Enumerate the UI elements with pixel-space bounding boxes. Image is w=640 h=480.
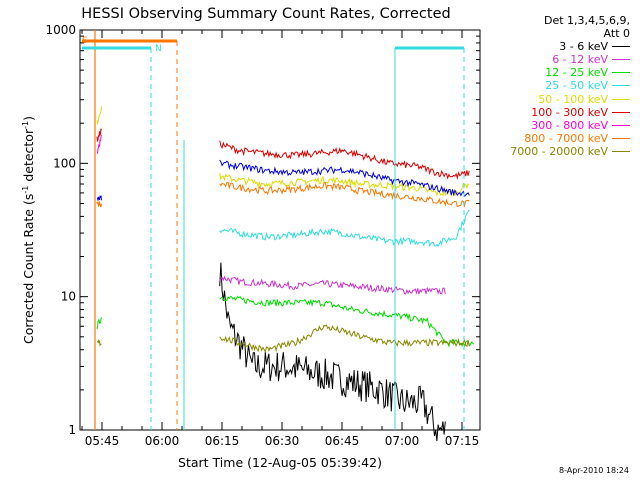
legend-header-2: Att 0 (603, 27, 630, 41)
y-tick-label: 1 (68, 423, 76, 437)
series-line-4 (219, 172, 470, 198)
series-line-8 (219, 324, 470, 353)
legend-swatch (612, 85, 630, 87)
series-line-5 (96, 128, 102, 142)
timestamp: 8-Apr-2010 18:24 (559, 466, 629, 475)
y-axis-label-sup2: -1 (21, 121, 30, 129)
series-line-8 (97, 338, 102, 347)
legend-item-label: 100 - 300 keV (531, 105, 608, 119)
legend-swatch (612, 111, 630, 113)
chart-title: HESSI Observing Summary Count Rates, Cor… (81, 6, 450, 22)
legend-item-label: 6 - 12 keV (552, 53, 608, 67)
x-tick-label: 07:00 (385, 434, 420, 448)
series-line-0 (219, 262, 446, 442)
series-layer (96, 106, 475, 442)
legend-item: 50 - 100 keV (484, 93, 634, 106)
legend-swatch (612, 98, 630, 100)
x-axis-label: Start Time (12-Aug-05 05:39:42) (178, 455, 382, 470)
y-axis-label-main: Corrected Count Rate (s (21, 194, 36, 344)
legend-item-label: 7000 - 20000 keV (510, 144, 608, 158)
legend-item: 300 - 800 keV (484, 119, 634, 132)
legend-item: 100 - 300 keV (484, 106, 634, 119)
y-tick-label: 100 (53, 156, 76, 170)
legend-swatch (612, 150, 630, 152)
series-line-6 (96, 134, 102, 154)
legend-item: 6 - 12 keV (484, 53, 634, 66)
x-tick-label: 05:45 (85, 434, 120, 448)
legend-swatch (612, 124, 630, 126)
plot-frame (79, 29, 481, 431)
legend-item-label: 300 - 800 keV (531, 118, 608, 132)
legend-swatch (612, 46, 630, 48)
legend-item-label: 3 - 6 keV (559, 40, 608, 54)
legend: Det 1,3,4,5,6,9, Att 0 3 - 6 keV 6 - 12 k… (484, 14, 634, 158)
x-tick-label: 06:15 (205, 434, 240, 448)
y-axis-ticks: 1 10 100 1000 (45, 23, 480, 437)
y-tick-label: 10 (61, 290, 76, 304)
legend-header-1: Det 1,3,4,5,6,9, (543, 14, 630, 27)
legend-item: 25 - 50 keV (484, 79, 634, 92)
series-line-blue (219, 159, 470, 198)
n-marker-label: N (155, 44, 162, 54)
y-axis-label-end: ) (21, 116, 36, 121)
legend-swatch (612, 72, 630, 74)
legend-item-label: 25 - 50 keV (545, 79, 608, 93)
x-tick-label: 06:30 (265, 434, 300, 448)
legend-item: 12 - 25 keV (484, 66, 634, 79)
legend-item: 800 - 7000 keV (484, 132, 634, 145)
series-line-2 (219, 295, 475, 348)
y-axis-label-sup1: -1 (21, 186, 30, 194)
y-axis-label-mid: detector (21, 128, 36, 186)
series-line-2 (96, 317, 102, 330)
series-line-1 (219, 275, 446, 295)
series-line-blue (96, 195, 102, 201)
series-line-5 (219, 140, 470, 180)
legend-item-label: 12 - 25 keV (545, 66, 608, 80)
plot-area (79, 29, 481, 431)
series-line-4 (96, 106, 102, 125)
legend-rows: 3 - 6 keV 6 - 12 keV 12 - 25 keV 25 - 50 ke… (484, 40, 634, 158)
x-tick-label: 06:00 (145, 434, 180, 448)
x-axis-ticks: 05:45 06:00 06:15 06:30 06:45 07:00 07:15 (81, 30, 480, 448)
x-tick-label: 07:15 (445, 434, 480, 448)
legend-swatch (612, 59, 630, 61)
legend-item-label: 800 - 7000 keV (524, 131, 608, 145)
legend-item-label: 50 - 100 keV (538, 92, 608, 106)
legend-swatch (612, 137, 630, 139)
x-tick-label: 06:45 (325, 434, 360, 448)
s-marker-label: S (82, 36, 88, 46)
legend-item: 7000 - 20000 keV (484, 145, 634, 158)
series-line-3 (219, 209, 470, 248)
y-axis-label: Corrected Count Rate (s-1 detector-1) (21, 116, 36, 344)
y-tick-label: 1000 (45, 23, 76, 37)
series-line-7 (96, 200, 102, 208)
marker-layer: SN (82, 30, 465, 430)
legend-item: 3 - 6 keV (484, 40, 634, 53)
series-line-7 (219, 181, 470, 208)
